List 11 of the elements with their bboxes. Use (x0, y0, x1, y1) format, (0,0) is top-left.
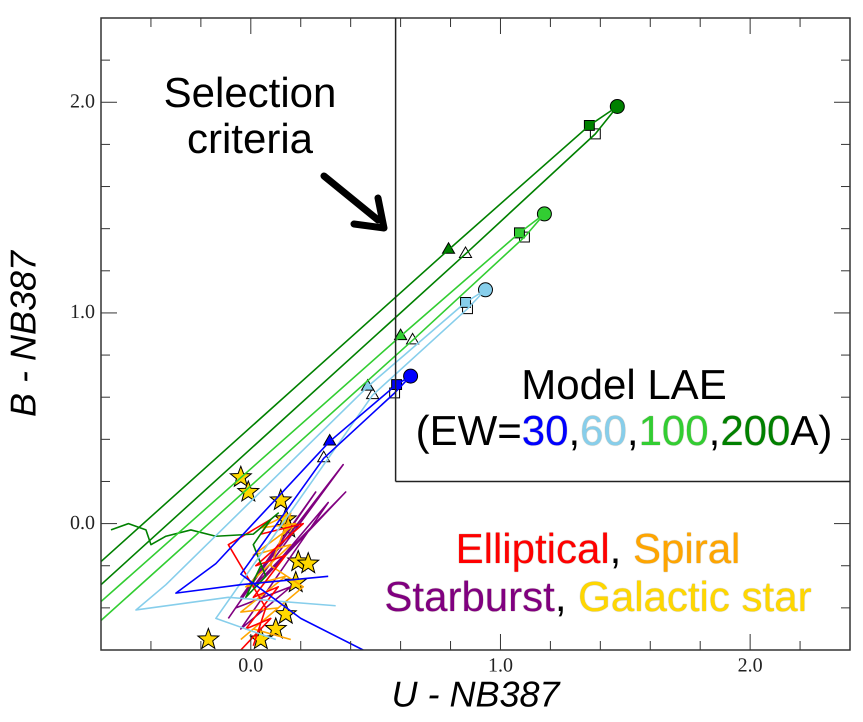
annotation: Starburst, Galactic star (384, 573, 812, 620)
x-tick-label: 0.0 (238, 654, 264, 676)
y-tick-label: 2.0 (70, 90, 95, 113)
annotation: Model LAE (521, 361, 727, 408)
x-tick-label: 2.0 (738, 654, 763, 676)
y-axis-title: B - NB387 (2, 248, 44, 418)
y-tick-label: 1.0 (70, 301, 95, 324)
text: (EW=30,60,100,200A) (416, 407, 832, 454)
annotation: Selection criteria (164, 69, 336, 162)
y-tick-label: 0.0 (70, 512, 95, 534)
annotation: Elliptical, Spiral (456, 525, 740, 572)
